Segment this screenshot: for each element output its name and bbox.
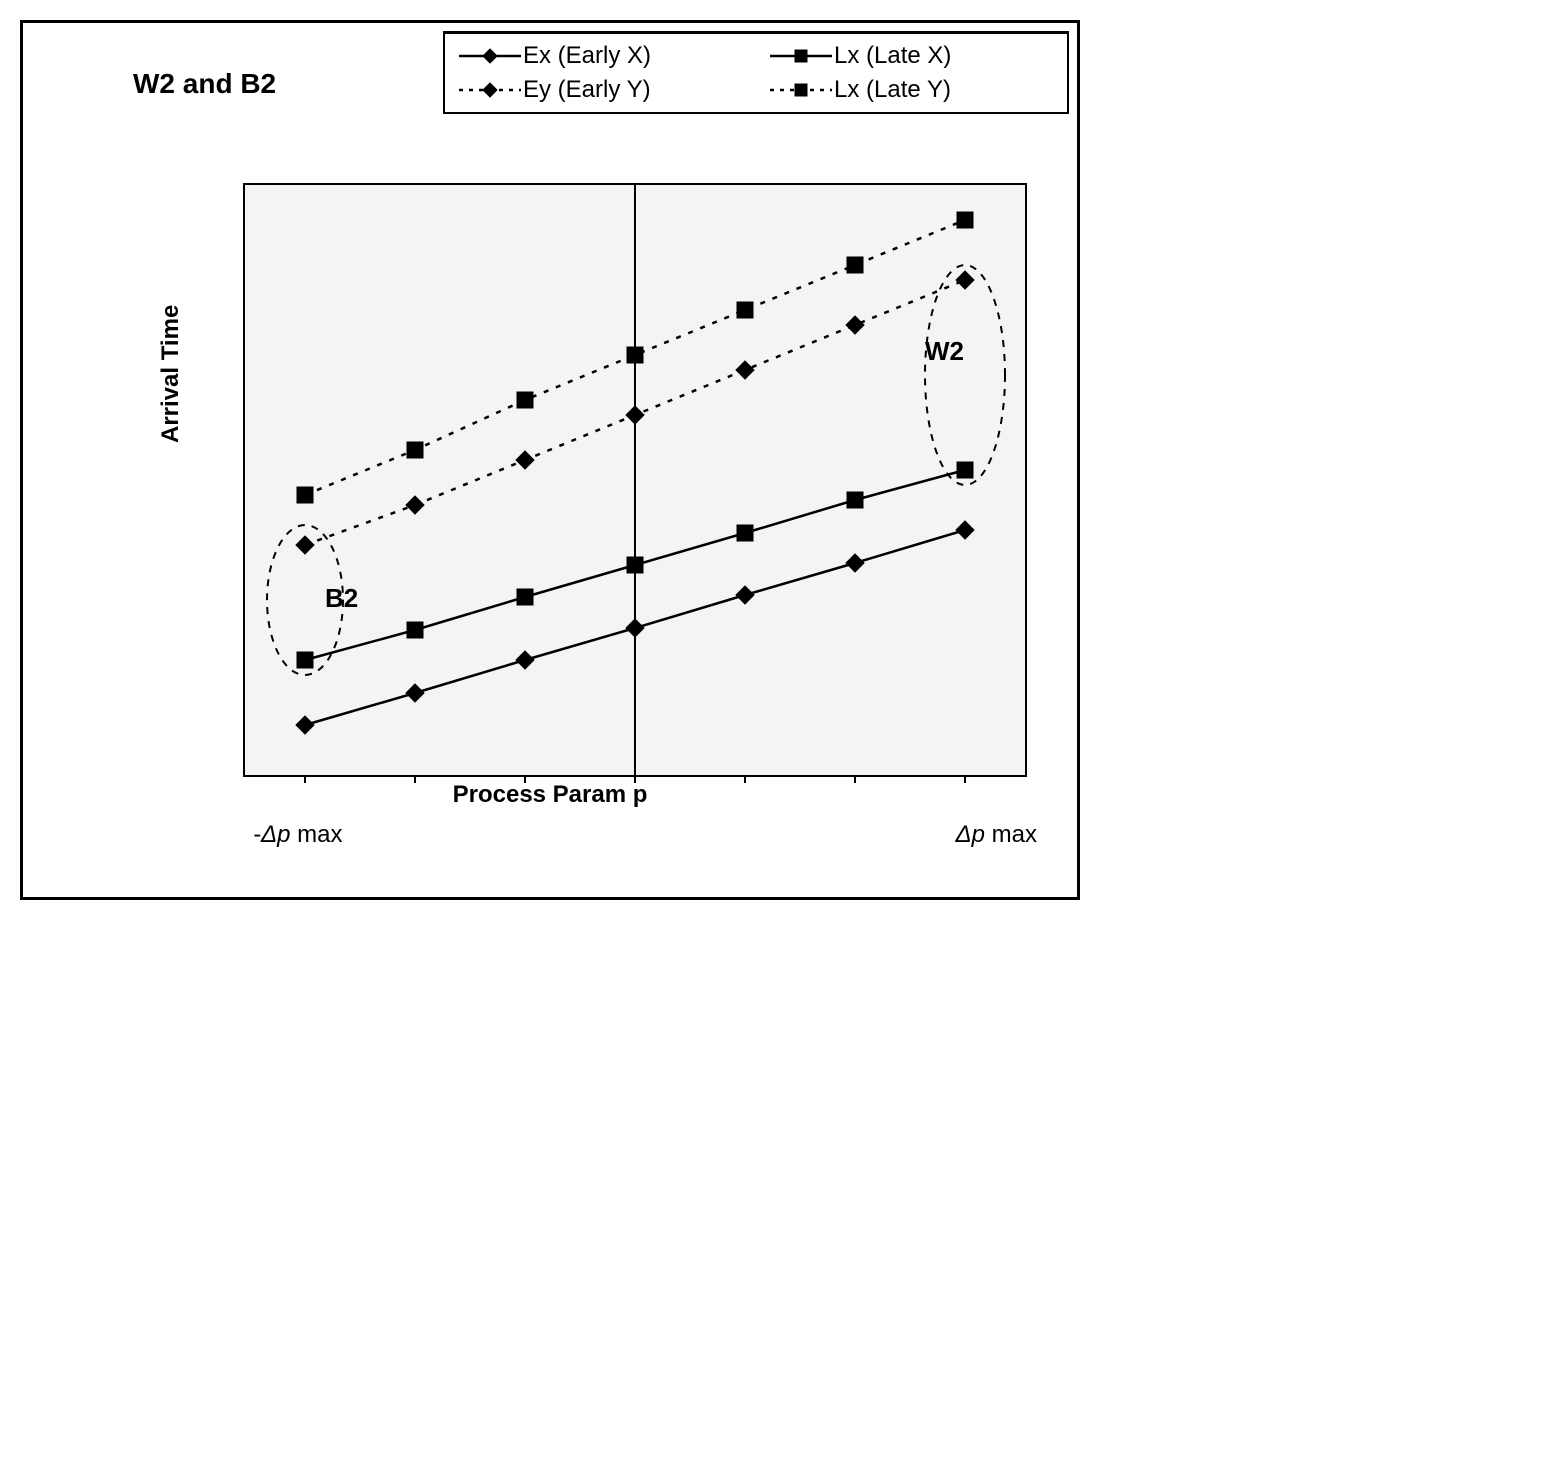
- legend-item: Lx (Late Y): [770, 76, 1053, 104]
- legend-label: Ey (Early Y): [523, 76, 651, 104]
- x-tick-left: -Δp max: [253, 821, 342, 849]
- legend-label: Lx (Late Y): [834, 76, 951, 104]
- svg-text:W2: W2: [925, 336, 964, 366]
- legend-item: Lx (Late X): [770, 42, 1053, 70]
- x-axis-label: Process Param p: [23, 781, 1077, 809]
- legend: Ex (Early X) Lx (Late X) Ey (Early Y) Lx…: [443, 31, 1069, 114]
- legend-label: Ex (Early X): [523, 42, 651, 70]
- plot-area: W2 B2: [243, 183, 1027, 777]
- legend-item: Ey (Early Y): [459, 76, 742, 104]
- y-axis-label: Arrival Time: [157, 305, 185, 443]
- x-tick-right: Δp max: [956, 821, 1037, 849]
- plot-svg: W2 B2: [245, 185, 1025, 775]
- chart-title: W2 and B2: [133, 68, 276, 100]
- legend-label: Lx (Late X): [834, 42, 951, 70]
- legend-item: Ex (Early X): [459, 42, 742, 70]
- chart-container: W2 and B2 Ex (Early X) Lx (Late X) Ey (E…: [20, 20, 1080, 900]
- svg-text:B2: B2: [325, 583, 358, 613]
